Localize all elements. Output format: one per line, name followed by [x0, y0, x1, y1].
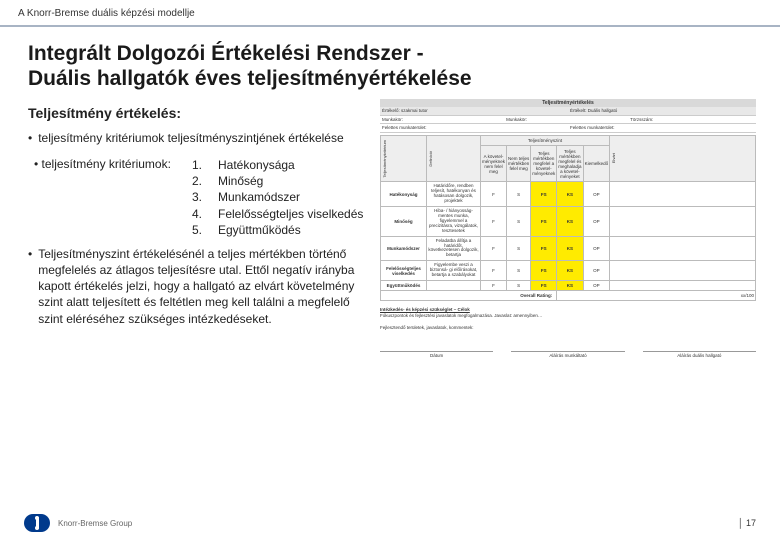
sig-student: Aláírás duális hallgató [643, 351, 756, 358]
mini-title: Teljesítményértékelés [380, 99, 756, 107]
notes: Intézkedés- és képzési szükséglet – Célo… [380, 307, 756, 319]
overall-row: Overall Rating: xx/100 [381, 291, 756, 301]
sig-date: Dátum [380, 351, 493, 358]
notes2: Fejlesztendő területek, javaslatok, komm… [380, 325, 756, 331]
mini-report: Teljesítményértékelés Értékelő: szakmai … [380, 99, 756, 357]
title-block: Integrált Dolgozói Értékelési Rendszer -… [0, 27, 780, 99]
page-header: A Knorr-Bremse duális képzési modellje [0, 0, 780, 27]
sig-employer: Aláírás munkáltató [511, 351, 624, 358]
bullet-1: teljesítmény kritériumok teljesítményszi… [28, 131, 368, 147]
table-row: Együttműködés F S FS KS OP [381, 281, 756, 291]
perf-header: Teljesítményszint [481, 135, 610, 145]
left-column: Teljesítmény értékelés: teljesítmény kri… [28, 99, 368, 357]
table-row: Felelősségteljes viselkedés Figyelembe v… [381, 261, 756, 281]
page-number: │ 17 [738, 518, 756, 528]
assessor: Értékelő: szakmai tutor [380, 107, 568, 114]
table-row: Munkamódszer Feladatba állítja a határid… [381, 236, 756, 261]
performance-table: Teljesítmény­kritérium Definíció Teljesí… [380, 135, 756, 302]
signature-lines: Dátum Aláírás munkáltató Aláírás duális … [380, 351, 756, 358]
assessed: Értékelt: Duális hallgató [568, 107, 756, 114]
criteria-label: teljesítmény kritériumok: [42, 157, 171, 171]
header-text: A Knorr-Bremse duális képzési modellje [18, 8, 195, 19]
brand-text: Knorr-Bremse Group [58, 519, 132, 528]
table-row: Minőség Hiba- / hiányosság- mentes munka… [381, 206, 756, 236]
page-title: Integrált Dolgozói Értékelési Rendszer -… [28, 41, 756, 91]
paragraph: Teljesítményszint értékelésénél a teljes… [28, 246, 368, 327]
table-row: Hatékonyság Határidőre, rendben teljesít… [381, 182, 756, 207]
footer: Knorr-Bremse Group │ 17 [0, 514, 780, 532]
criteria-block: • teljesítmény kritériumok: 1.Hatékonysá… [34, 157, 368, 238]
criteria-items: 1.Hatékonysága 2.Minőség 3.Munkamódszer … [192, 157, 363, 238]
section-title: Teljesítmény értékelés: [28, 105, 368, 121]
content-row: Teljesítmény értékelés: teljesítmény kri… [0, 99, 780, 357]
brand-logo-icon [24, 514, 50, 532]
